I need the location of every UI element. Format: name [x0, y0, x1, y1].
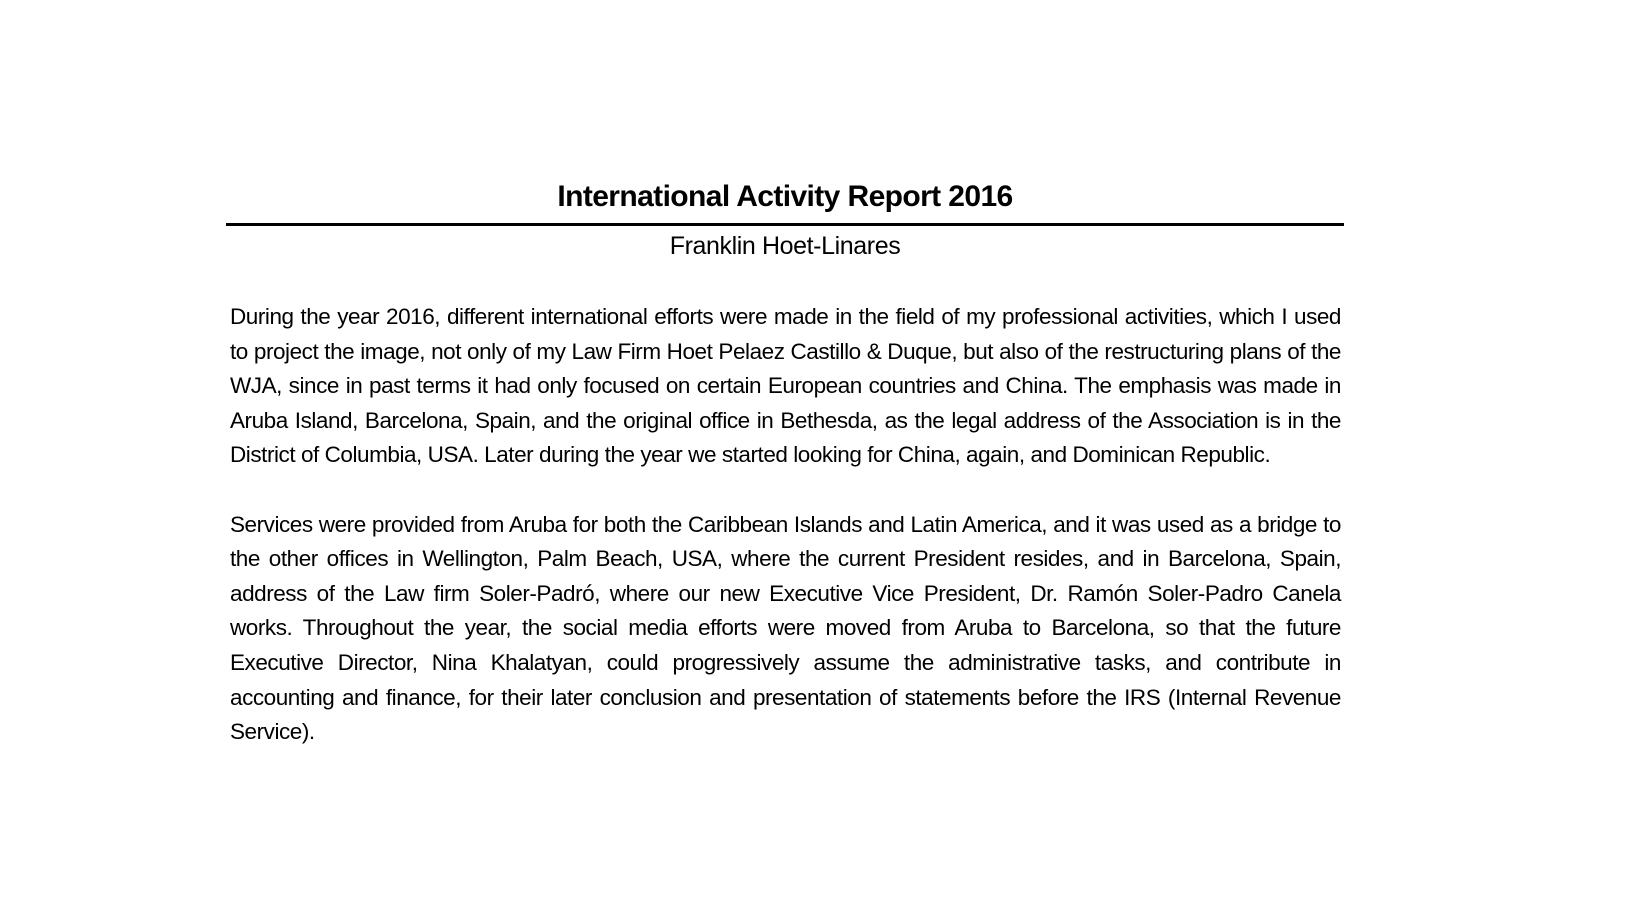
document-author: Franklin Hoet-Linares: [669, 232, 901, 260]
title-rule: [226, 223, 1344, 226]
document-body: During the year 2016, different internat…: [230, 300, 1341, 784]
paragraph: During the year 2016, different internat…: [230, 304, 1341, 468]
paragraph: Services were provided from Aruba for bo…: [230, 511, 1341, 745]
document-title: International Activity Report 2016: [557, 180, 1013, 213]
